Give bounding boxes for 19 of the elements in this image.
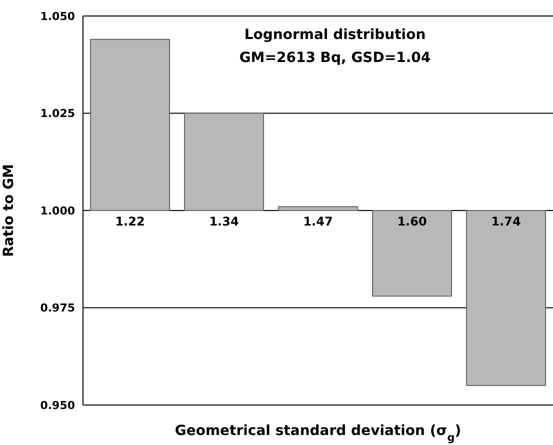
text: Lognormal distribution	[243, 26, 427, 45]
x-tick-label: 1.60	[397, 214, 427, 228]
x-tick-label: 1.74	[491, 214, 521, 228]
bar	[278, 206, 358, 211]
y-tick-label: 0.950	[40, 398, 76, 412]
y-axis-title: Ratio to GM	[0, 164, 17, 257]
bar	[184, 112, 264, 211]
bar	[466, 210, 546, 386]
y-tick-label: 1.025	[40, 107, 75, 120]
y-tick-label: 1.050	[40, 10, 76, 23]
bar	[90, 38, 170, 211]
x-axis-title: Geometrical standard deviation (σ$_{g}$)	[174, 423, 462, 444]
y-tick-label: 0.975	[40, 302, 75, 315]
bar	[372, 210, 452, 297]
x-tick-label: 1.47	[303, 214, 333, 228]
text: GM=2613 Bq, GSD=1.04	[238, 49, 432, 68]
y-tick-label: 1.000	[40, 204, 76, 218]
x-tick-label: 1.22	[115, 214, 145, 228]
x-tick-label: 1.34	[209, 214, 239, 228]
